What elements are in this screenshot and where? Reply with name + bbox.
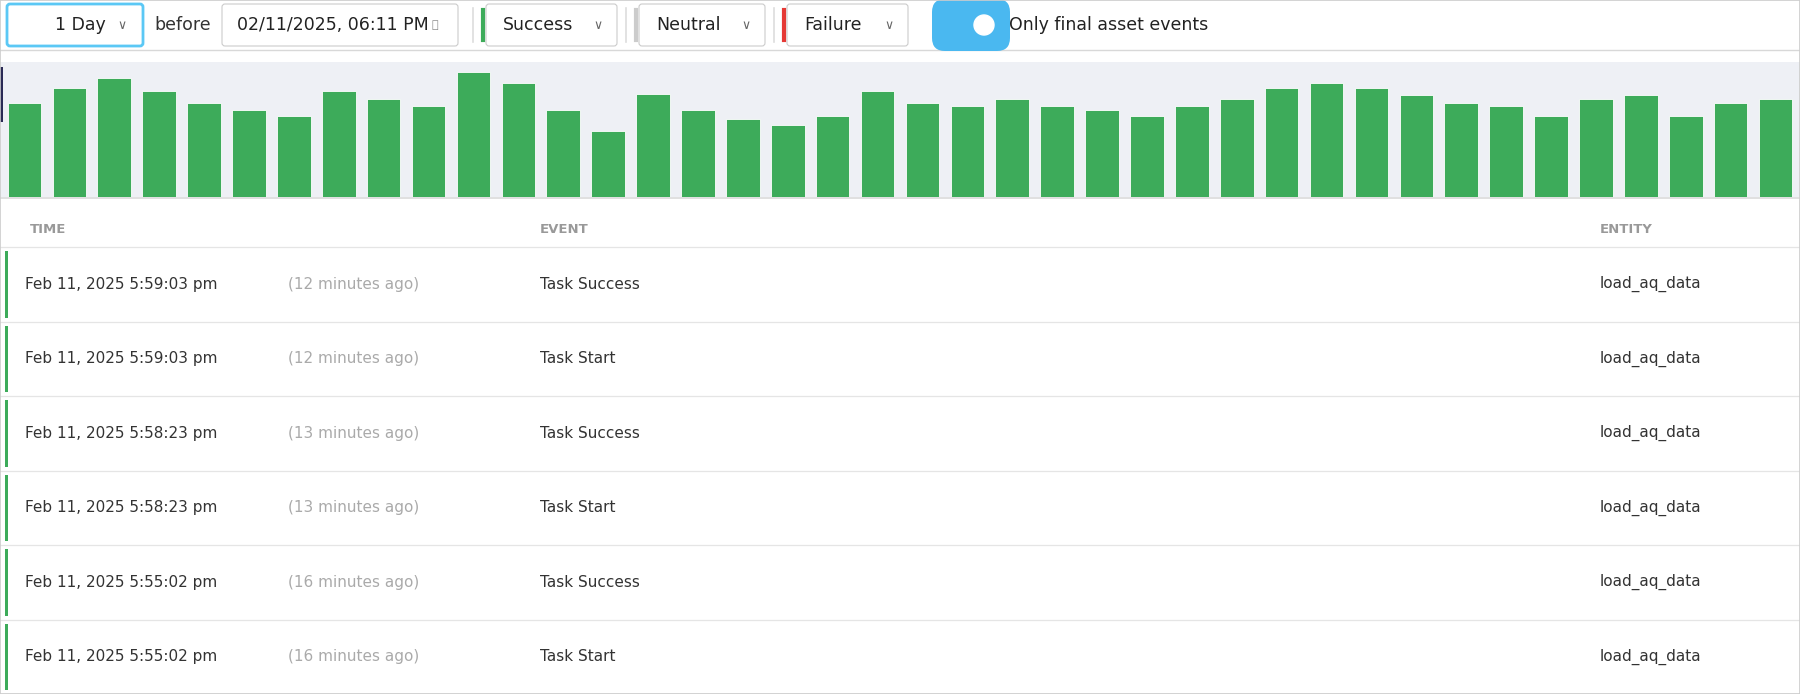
Text: (12 minutes ago): (12 minutes ago) [288, 351, 419, 366]
Bar [52, 87, 86, 197]
Bar [5, 251, 7, 317]
Bar [5, 549, 7, 616]
FancyBboxPatch shape [639, 4, 765, 46]
Bar [1714, 103, 1748, 197]
FancyBboxPatch shape [486, 4, 617, 46]
Text: Task Start: Task Start [540, 500, 616, 515]
Bar [232, 110, 266, 197]
Bar [1669, 116, 1703, 197]
Bar [950, 106, 985, 197]
Text: Success: Success [502, 16, 574, 34]
Bar [1040, 106, 1075, 197]
Bar [322, 91, 356, 197]
Text: load_aq_data: load_aq_data [1600, 276, 1701, 292]
Text: (13 minutes ago): (13 minutes ago) [288, 500, 419, 515]
Bar [1624, 96, 1658, 197]
Bar [187, 103, 221, 197]
Bar [142, 91, 176, 197]
Bar [97, 78, 131, 197]
Text: Task Success: Task Success [540, 575, 639, 590]
Bar [1265, 87, 1298, 197]
Bar [725, 119, 760, 197]
Text: ∨: ∨ [117, 19, 126, 31]
Bar [1130, 116, 1165, 197]
Text: (16 minutes ago): (16 minutes ago) [288, 575, 419, 590]
Text: Task Success: Task Success [540, 277, 639, 291]
Bar [277, 116, 311, 197]
Bar [905, 103, 940, 197]
Text: ∨: ∨ [742, 19, 751, 31]
Text: Feb 11, 2025 5:55:02 pm: Feb 11, 2025 5:55:02 pm [25, 650, 218, 664]
Text: Task Start: Task Start [540, 650, 616, 664]
Text: Failure: Failure [805, 16, 862, 34]
Bar [1085, 110, 1120, 197]
Bar [0, 67, 4, 122]
Text: Only final asset events: Only final asset events [1010, 16, 1208, 34]
Bar [7, 103, 41, 197]
Text: ⬛: ⬛ [432, 20, 439, 30]
Text: Neutral: Neutral [655, 16, 720, 34]
Bar [5, 475, 7, 541]
Text: (16 minutes ago): (16 minutes ago) [288, 650, 419, 664]
Text: before: before [155, 16, 211, 34]
Text: (12 minutes ago): (12 minutes ago) [288, 277, 419, 291]
Text: Task Start: Task Start [540, 351, 616, 366]
Bar [680, 110, 715, 197]
Bar [815, 116, 850, 197]
Bar [412, 106, 445, 197]
FancyBboxPatch shape [221, 4, 457, 46]
FancyBboxPatch shape [7, 4, 142, 46]
Bar [502, 83, 535, 197]
Text: load_aq_data: load_aq_data [1600, 350, 1701, 367]
Text: (13 minutes ago): (13 minutes ago) [288, 425, 419, 441]
Bar [457, 72, 490, 197]
Bar [0, 197, 1800, 199]
Text: Feb 11, 2025 5:59:03 pm: Feb 11, 2025 5:59:03 pm [25, 351, 218, 366]
Bar [995, 99, 1030, 197]
Text: Feb 11, 2025 5:58:23 pm: Feb 11, 2025 5:58:23 pm [25, 500, 218, 515]
FancyBboxPatch shape [787, 4, 907, 46]
Bar [5, 325, 7, 392]
Text: Feb 11, 2025 5:59:03 pm: Feb 11, 2025 5:59:03 pm [25, 277, 218, 291]
Bar [1759, 99, 1793, 197]
Bar [0, 62, 1800, 197]
Bar [367, 99, 400, 197]
Text: Task Success: Task Success [540, 425, 639, 441]
Text: EVENT: EVENT [540, 223, 589, 235]
Text: ENTITY: ENTITY [1600, 223, 1652, 235]
Bar [860, 91, 895, 197]
Bar [0, 0, 1800, 50]
Bar [1310, 83, 1343, 197]
Bar [1489, 106, 1523, 197]
Text: load_aq_data: load_aq_data [1600, 500, 1701, 516]
FancyBboxPatch shape [932, 0, 1010, 51]
Text: load_aq_data: load_aq_data [1600, 574, 1701, 591]
Bar [5, 623, 7, 690]
Bar [770, 125, 805, 197]
Text: Feb 11, 2025 5:58:23 pm: Feb 11, 2025 5:58:23 pm [25, 425, 218, 441]
Bar [1579, 99, 1613, 197]
Bar [635, 94, 670, 197]
Text: 1 Day: 1 Day [56, 16, 106, 34]
Text: load_aq_data: load_aq_data [1600, 425, 1701, 441]
Bar [1400, 96, 1433, 197]
Text: ∨: ∨ [594, 19, 603, 31]
Bar [1534, 116, 1568, 197]
Bar [592, 131, 625, 197]
Bar [547, 110, 580, 197]
Bar [5, 400, 7, 466]
Text: Feb 11, 2025 5:55:02 pm: Feb 11, 2025 5:55:02 pm [25, 575, 218, 590]
Text: 02/11/2025, 06:11 PM: 02/11/2025, 06:11 PM [238, 16, 428, 34]
Text: TIME: TIME [31, 223, 67, 235]
Bar [1220, 99, 1253, 197]
Bar [1175, 106, 1208, 197]
Circle shape [974, 15, 994, 35]
Bar [1444, 103, 1478, 197]
Text: load_aq_data: load_aq_data [1600, 649, 1701, 665]
Bar [1355, 87, 1388, 197]
Text: ∨: ∨ [884, 19, 893, 31]
